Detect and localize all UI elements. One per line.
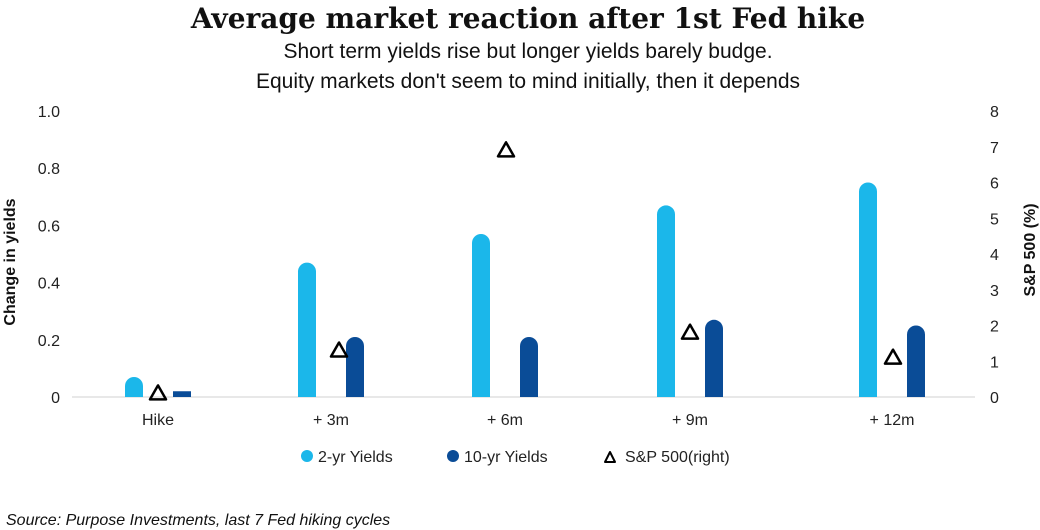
y-axis-title: Change in yields [2, 198, 19, 325]
legend-label-2yr: 2-yr Yields [318, 449, 393, 466]
bar-10yr-yields [907, 325, 925, 397]
chart-subtitle-line-1: Short term yields rise but longer yields… [283, 40, 772, 63]
bar-10yr-yields [346, 336, 364, 397]
x-tick-label: + 3m [313, 412, 349, 429]
sp500-marker [329, 341, 349, 358]
y-tick-label: 0.2 [38, 333, 60, 350]
y-tick-label: 0.8 [38, 161, 60, 178]
y-tick-label: 0 [51, 390, 60, 407]
bar-2yr-yields [125, 376, 143, 397]
y2-axis-ticks: 0 1 2 3 4 5 6 7 8 [990, 104, 999, 407]
y-tick-label: 1.0 [38, 104, 60, 121]
x-axis-ticks: Hike + 3m + 6m + 9m + 12m [142, 412, 914, 429]
y2-tick-label: 5 [990, 211, 999, 228]
y2-tick-label: 1 [990, 354, 999, 371]
bar-2yr-yields [657, 205, 675, 397]
y-tick-label: 0.6 [38, 218, 60, 235]
y2-tick-label: 4 [990, 247, 999, 264]
legend-swatch-2yr [301, 450, 313, 462]
y2-tick-label: 7 [990, 140, 999, 157]
bar-marks [125, 182, 925, 397]
x-tick-label: + 12m [870, 412, 915, 429]
chart-subtitle-line-2: Equity markets don't seem to mind initia… [256, 70, 800, 93]
source-note: Source: Purpose Investments, last 7 Fed … [6, 512, 390, 529]
y2-axis-title: S&P 500 (%) [1022, 203, 1039, 296]
y2-tick-label: 3 [990, 283, 999, 300]
sp500-marker [883, 348, 903, 365]
y2-tick-label: 2 [990, 319, 999, 336]
y-axis-ticks: 0 0.2 0.4 0.6 0.8 1.0 [38, 104, 60, 407]
legend-label-10yr: 10-yr Yields [464, 449, 548, 466]
y2-tick-label: 8 [990, 104, 999, 121]
chart-title: Average market reaction after 1st Fed hi… [190, 2, 865, 35]
legend-swatch-10yr [447, 450, 459, 462]
sp500-markers [148, 141, 903, 401]
bar-10yr-yields [520, 336, 538, 397]
sp500-marker [680, 323, 700, 340]
bar-10yr-yields [173, 391, 191, 397]
x-tick-label: + 6m [487, 412, 523, 429]
bar-2yr-yields [859, 182, 877, 397]
legend-label-sp500: S&P 500(right) [625, 449, 730, 466]
legend: 2-yr Yields 10-yr Yields S&P 500(right) [301, 449, 730, 466]
bar-2yr-yields [472, 233, 490, 397]
bar-10yr-yields [705, 319, 723, 397]
legend-swatch-sp500 [604, 451, 616, 463]
bar-2yr-yields [298, 262, 316, 397]
x-tick-label: + 9m [672, 412, 708, 429]
sp500-marker [148, 384, 168, 401]
y2-tick-label: 0 [990, 390, 999, 407]
sp500-marker [496, 141, 516, 158]
y2-tick-label: 6 [990, 176, 999, 193]
y-tick-label: 0.4 [38, 276, 60, 293]
x-tick-label: Hike [142, 412, 174, 429]
